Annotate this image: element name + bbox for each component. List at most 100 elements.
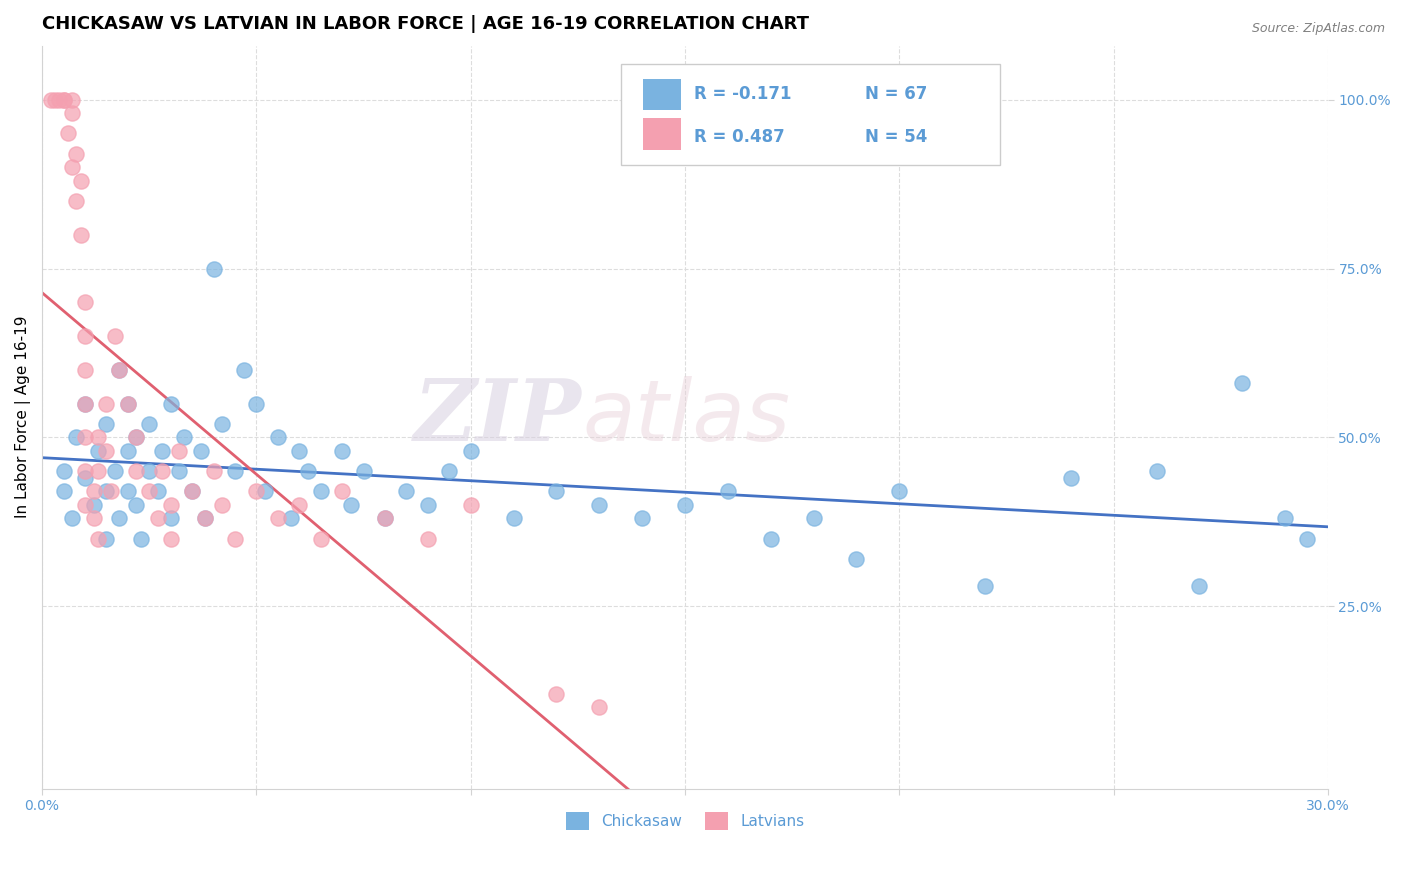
Point bbox=[845, 552, 868, 566]
Point bbox=[60, 106, 83, 120]
Text: N = 67: N = 67 bbox=[865, 85, 928, 103]
Point bbox=[129, 532, 152, 546]
Point bbox=[83, 484, 105, 499]
Point bbox=[330, 443, 353, 458]
Text: atlas: atlas bbox=[582, 376, 790, 458]
Point bbox=[1188, 579, 1211, 593]
Point bbox=[150, 464, 173, 478]
Point bbox=[353, 464, 375, 478]
Point bbox=[416, 532, 439, 546]
Point bbox=[339, 498, 361, 512]
Point bbox=[125, 430, 148, 444]
Point bbox=[52, 93, 75, 107]
Point bbox=[673, 498, 696, 512]
Point bbox=[267, 511, 290, 525]
Point bbox=[117, 396, 139, 410]
Point bbox=[96, 484, 118, 499]
Point bbox=[232, 363, 254, 377]
Point bbox=[245, 396, 267, 410]
Point bbox=[439, 464, 461, 478]
FancyBboxPatch shape bbox=[620, 64, 1000, 164]
Text: R = -0.171: R = -0.171 bbox=[695, 85, 792, 103]
Point bbox=[87, 443, 110, 458]
Point bbox=[73, 396, 96, 410]
Point bbox=[1146, 464, 1168, 478]
Point bbox=[96, 532, 118, 546]
Point bbox=[546, 484, 568, 499]
Point bbox=[280, 511, 302, 525]
Point bbox=[125, 464, 148, 478]
Point bbox=[211, 417, 233, 431]
Y-axis label: In Labor Force | Age 16-19: In Labor Force | Age 16-19 bbox=[15, 316, 31, 518]
Point bbox=[159, 511, 181, 525]
Text: Source: ZipAtlas.com: Source: ZipAtlas.com bbox=[1251, 22, 1385, 36]
Point bbox=[150, 443, 173, 458]
Point bbox=[330, 484, 353, 499]
Point bbox=[146, 484, 169, 499]
Point bbox=[52, 484, 75, 499]
Point bbox=[631, 511, 654, 525]
Point bbox=[181, 484, 204, 499]
Point bbox=[173, 430, 195, 444]
Point bbox=[288, 443, 311, 458]
Point bbox=[211, 498, 233, 512]
Point bbox=[96, 396, 118, 410]
Point bbox=[245, 484, 267, 499]
Point bbox=[297, 464, 319, 478]
Point bbox=[309, 484, 332, 499]
Point bbox=[1295, 532, 1317, 546]
Point bbox=[803, 511, 825, 525]
Text: ZIP: ZIP bbox=[415, 376, 582, 458]
Point bbox=[39, 93, 62, 107]
Point bbox=[56, 127, 79, 141]
Point bbox=[65, 194, 87, 208]
Point bbox=[288, 498, 311, 512]
Point bbox=[60, 160, 83, 174]
Point bbox=[1060, 471, 1083, 485]
Point bbox=[138, 484, 160, 499]
Point bbox=[759, 532, 782, 546]
Point bbox=[181, 484, 204, 499]
Point bbox=[73, 396, 96, 410]
Point bbox=[100, 484, 122, 499]
Point bbox=[138, 417, 160, 431]
Point bbox=[253, 484, 276, 499]
Point bbox=[374, 511, 396, 525]
Point bbox=[1274, 511, 1296, 525]
Point bbox=[460, 443, 482, 458]
Point bbox=[60, 511, 83, 525]
Point bbox=[194, 511, 217, 525]
Point bbox=[588, 700, 610, 714]
Point bbox=[309, 532, 332, 546]
Point bbox=[889, 484, 911, 499]
Point bbox=[73, 295, 96, 310]
Point bbox=[52, 93, 75, 107]
Point bbox=[588, 498, 610, 512]
Point bbox=[60, 93, 83, 107]
Point bbox=[73, 471, 96, 485]
Point bbox=[87, 430, 110, 444]
Bar bbox=[643, 79, 681, 111]
Point bbox=[52, 464, 75, 478]
Point bbox=[374, 511, 396, 525]
Point bbox=[1232, 376, 1254, 391]
Point bbox=[96, 417, 118, 431]
Point bbox=[73, 363, 96, 377]
Point bbox=[73, 498, 96, 512]
Point bbox=[117, 396, 139, 410]
Point bbox=[416, 498, 439, 512]
Point bbox=[194, 511, 217, 525]
Point bbox=[117, 443, 139, 458]
Point bbox=[117, 484, 139, 499]
Point bbox=[190, 443, 212, 458]
Point bbox=[108, 363, 131, 377]
Point bbox=[224, 532, 246, 546]
Point bbox=[87, 532, 110, 546]
Point bbox=[146, 511, 169, 525]
Point bbox=[125, 498, 148, 512]
Point bbox=[104, 464, 127, 478]
Point bbox=[65, 430, 87, 444]
Point bbox=[169, 443, 191, 458]
Point bbox=[717, 484, 740, 499]
Point bbox=[395, 484, 418, 499]
